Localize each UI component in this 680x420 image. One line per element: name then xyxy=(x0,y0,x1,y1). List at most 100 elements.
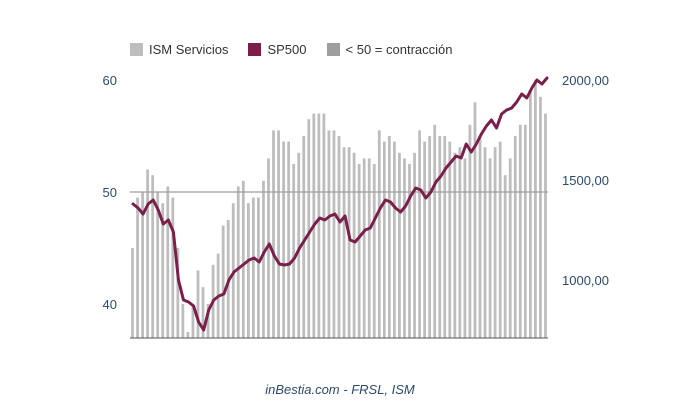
ism-bar xyxy=(156,192,160,338)
ism-bar xyxy=(473,102,477,339)
ism-bar xyxy=(267,158,270,338)
ism-bar xyxy=(503,175,507,338)
ism-bar xyxy=(438,136,442,338)
ism-bar xyxy=(252,197,255,338)
legend-label-sp500: SP500 xyxy=(267,42,307,57)
ism-bar xyxy=(322,113,326,338)
ism-bar xyxy=(352,152,356,338)
ism-bar xyxy=(146,169,150,338)
right-axis-tick-label: 1500,00 xyxy=(562,173,609,188)
ism-bar xyxy=(272,130,275,338)
ism-bar xyxy=(196,270,200,338)
ism-bar xyxy=(488,158,492,338)
left-axis-ticks: 60 50 40 xyxy=(103,73,117,312)
ism-bar xyxy=(262,180,265,338)
ism-bar xyxy=(206,304,210,338)
ism-bar xyxy=(463,158,467,338)
ism-bar xyxy=(418,130,421,338)
legend-item-sp500: SP500 xyxy=(248,42,307,57)
ism-bars xyxy=(131,80,547,339)
ism-bar xyxy=(372,164,376,338)
ism-bar xyxy=(241,180,245,338)
ism-bar xyxy=(191,304,195,338)
ism-bar xyxy=(362,158,366,338)
ism-bar xyxy=(398,152,401,338)
ism-bar xyxy=(342,147,346,338)
ism-bar xyxy=(413,152,416,338)
ism-bar xyxy=(518,124,522,338)
left-axis-tick-label: 40 xyxy=(103,297,117,312)
ism-bar xyxy=(382,141,386,338)
ism-bar xyxy=(287,141,291,338)
legend-swatch-ism xyxy=(130,43,143,56)
ism-bar xyxy=(292,164,296,338)
ism-bar xyxy=(332,130,336,338)
ism-bar xyxy=(478,136,482,338)
ism-bar xyxy=(201,287,205,338)
ism-bar xyxy=(357,164,361,338)
source-caption: inBestia.com - FRSL, ISM xyxy=(265,382,415,397)
ism-bar xyxy=(236,186,240,338)
ism-bar xyxy=(528,91,532,338)
ism-bar xyxy=(141,192,144,338)
ism-bar xyxy=(493,147,497,338)
ism-bar xyxy=(423,141,426,338)
ism-bar xyxy=(523,124,527,338)
ism-bar xyxy=(539,96,542,338)
ism-bar xyxy=(393,141,396,338)
ism-bar xyxy=(282,141,285,338)
ism-bar xyxy=(498,141,502,338)
ism-bar xyxy=(171,197,175,338)
ism-bar xyxy=(347,147,351,338)
right-axis-ticks: 2000,00 1500,00 1000,00 xyxy=(562,73,609,288)
ism-bar xyxy=(181,304,185,338)
sp500-line xyxy=(131,76,549,332)
legend-item-ism: ISM Servicios xyxy=(130,42,228,57)
ism-bar xyxy=(443,136,447,338)
ism-bar xyxy=(297,152,301,338)
legend-item-contraction: < 50 = contracción xyxy=(326,42,453,57)
ism-bar xyxy=(534,80,537,338)
ism-bar xyxy=(176,248,180,338)
ism-bar xyxy=(468,124,472,338)
legend-swatch-sp500 xyxy=(248,43,262,56)
ism-bar xyxy=(544,113,547,338)
right-axis-tick-label: 2000,00 xyxy=(562,73,609,88)
ism-bar xyxy=(408,164,411,338)
ism-bar xyxy=(428,136,432,338)
legend-label-contraction: < 50 = contracción xyxy=(345,42,453,57)
ism-bar xyxy=(508,158,512,338)
legend-swatch-contraction xyxy=(326,43,340,56)
legend: ISM Servicios SP500 < 50 = contracción xyxy=(130,42,472,57)
ism-bar xyxy=(377,130,381,338)
ism-bar xyxy=(327,130,331,338)
ism-bar xyxy=(246,203,250,338)
ism-bar xyxy=(166,186,170,338)
ism-bar xyxy=(257,197,260,338)
ism-bar xyxy=(458,147,462,338)
right-axis-tick-label: 1000,00 xyxy=(562,273,609,288)
ism-bar xyxy=(453,152,457,338)
ism-bar xyxy=(151,175,155,338)
ism-bar xyxy=(513,136,517,338)
ism-bar xyxy=(231,203,235,338)
ism-bar xyxy=(403,158,406,338)
ism-bar xyxy=(186,332,190,338)
ism-bar xyxy=(367,158,371,338)
ism-bar xyxy=(131,248,134,338)
ism-bar xyxy=(317,113,321,338)
ism-bar xyxy=(302,136,306,338)
left-axis-tick-label: 50 xyxy=(103,185,117,200)
ism-bar xyxy=(337,136,341,338)
ism-bar xyxy=(136,197,139,338)
ism-bar xyxy=(483,147,487,338)
ism-bar xyxy=(387,136,391,338)
legend-label-ism: ISM Servicios xyxy=(149,42,229,57)
ism-bar xyxy=(433,124,437,338)
ism-bar xyxy=(448,141,452,338)
ism-bar xyxy=(307,119,311,338)
ism-bar xyxy=(161,203,165,338)
ism-bar xyxy=(277,130,280,338)
ism-bar xyxy=(221,225,225,338)
